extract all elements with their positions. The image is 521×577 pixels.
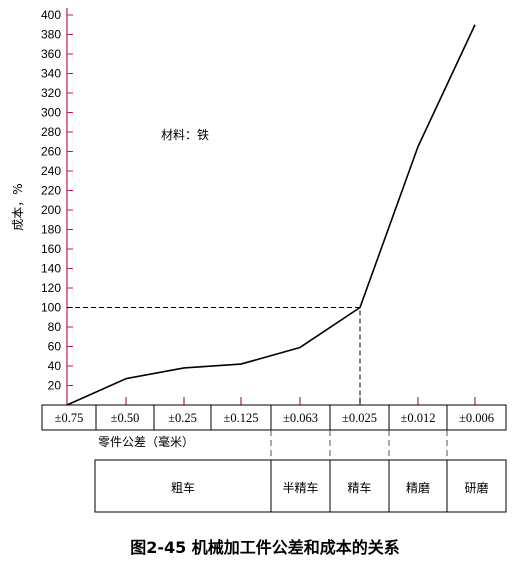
process-row: 粗车 半精车 精车 精磨 研磨 [94,459,507,513]
x-tick-label: ±0.125 [224,411,259,425]
y-tick-label: 220 [41,184,61,198]
y-tick-label: 340 [41,67,61,81]
y-tick-label: 40 [48,359,62,373]
y-tick-label: 120 [41,281,61,295]
y-tick-label: 320 [41,86,61,100]
x-tick-label: ±0.75 [55,411,84,425]
x-tick-label: ±0.50 [111,411,140,425]
process-label: 粗车 [171,480,195,495]
process-label: 半精车 [282,480,318,495]
material-annotation: 材料：铁 [161,128,209,142]
y-tick-label: 100 [41,301,61,315]
chart-caption: 图2-45 机械加工件公差和成本的关系 [130,538,400,557]
y-tick-label: 20 [48,379,62,393]
x-axis-ticks [125,397,476,405]
process-label: 研磨 [464,481,488,495]
y-tick-label: 360 [41,47,61,61]
y-tick-label: 380 [41,28,61,42]
process-label: 精车 [347,480,371,495]
reference-line-100 [67,307,361,405]
y-tick-label: 160 [41,242,61,256]
y-axis-label: 成本，% [11,183,25,230]
y-tick-label: 180 [41,223,61,237]
tolerance-table: ±0.75 ±0.50 ±0.25 ±0.125 ±0.063 ±0.025 ±0.012 ±… [41,404,507,460]
x-tick-label: ±0.25 [168,411,197,425]
y-tick-label: 200 [41,203,61,217]
y-tick-label: 60 [48,340,62,354]
x-axis-label: 零件公差（毫米） [98,434,194,449]
y-tick-label: 80 [48,320,62,334]
x-tick-label: ±0.006 [459,411,494,425]
y-tick-label: 240 [41,164,61,178]
process-label: 精磨 [406,481,430,495]
tolerance-row-border [41,404,507,431]
x-tick-label: ±0.012 [401,411,436,425]
y-axis-ticks: 20 40 60 80 100 120 140 160 180 200 220 240 260 280 30… [41,8,73,393]
process-row-border [94,459,507,513]
y-tick-label: 260 [41,145,61,159]
cost-line [66,24,476,406]
y-tick-label: 140 [41,262,61,276]
y-tick-label: 400 [41,8,61,22]
y-tick-label: 300 [41,106,61,120]
x-tick-label: ±0.063 [283,411,318,425]
y-tick-label: 280 [41,125,61,139]
x-tick-label: ±0.025 [342,411,377,425]
